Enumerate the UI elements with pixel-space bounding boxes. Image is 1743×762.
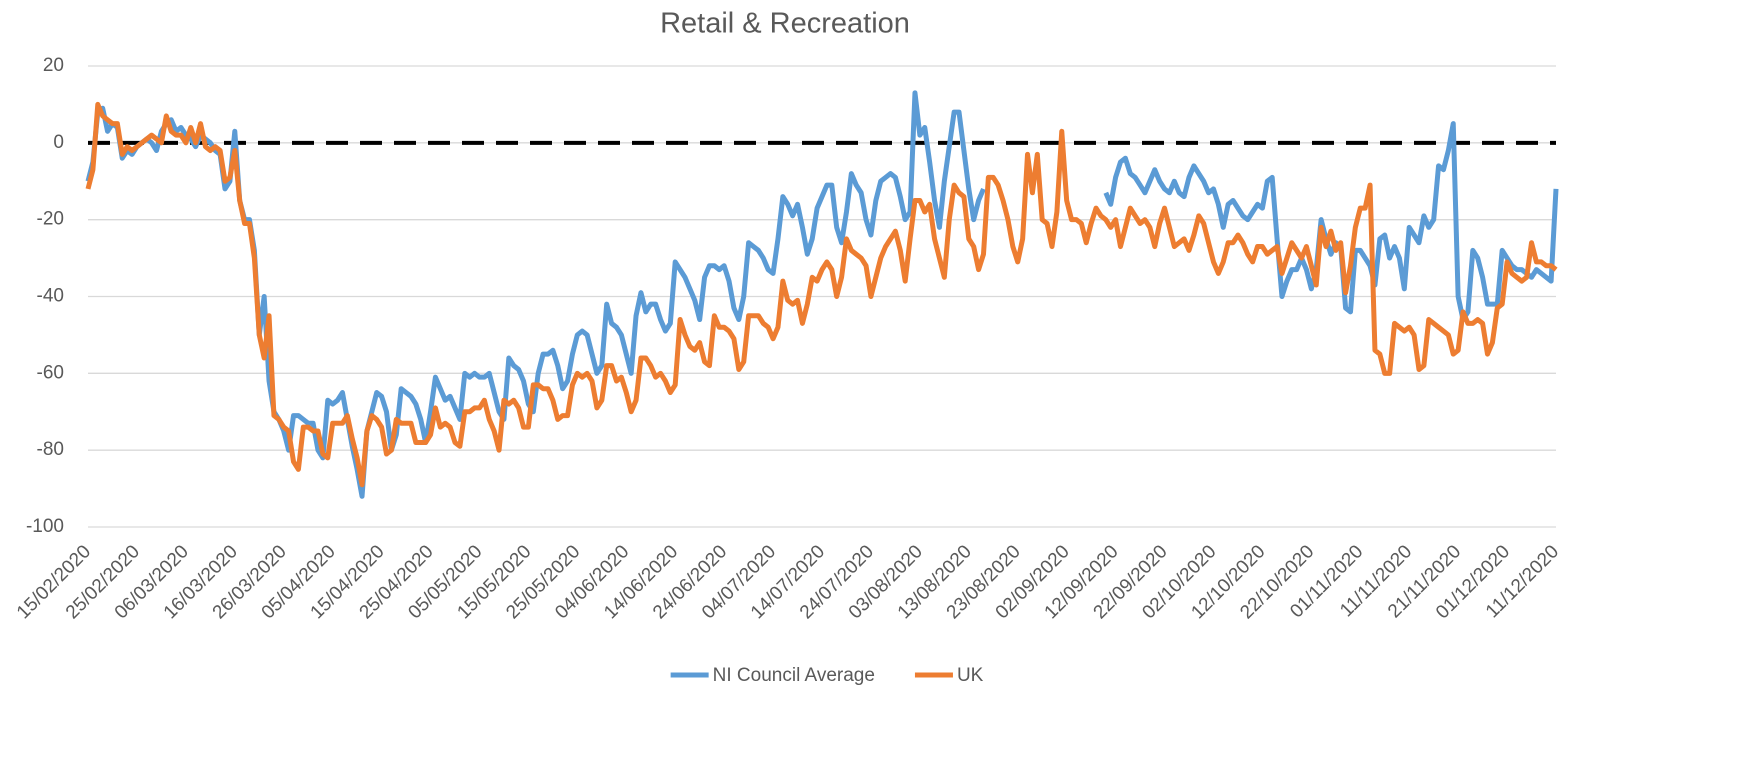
y-tick-label: -60 (37, 362, 64, 383)
y-tick-label: -100 (26, 516, 64, 537)
y-tick-label: 0 (53, 132, 64, 153)
legend-label: UK (957, 665, 984, 686)
series-line (85, 90, 1559, 499)
y-tick-label: -20 (37, 209, 64, 230)
chart-title: Retail & Recreation (660, 8, 910, 40)
y-tick-label: 20 (43, 55, 64, 76)
legend: NI Council Average UK (670, 665, 984, 686)
y-tick-label: -80 (37, 439, 64, 460)
series-line (85, 101, 1558, 488)
legend-label: NI Council Average (713, 665, 875, 686)
y-tick-label: -40 (37, 286, 64, 307)
